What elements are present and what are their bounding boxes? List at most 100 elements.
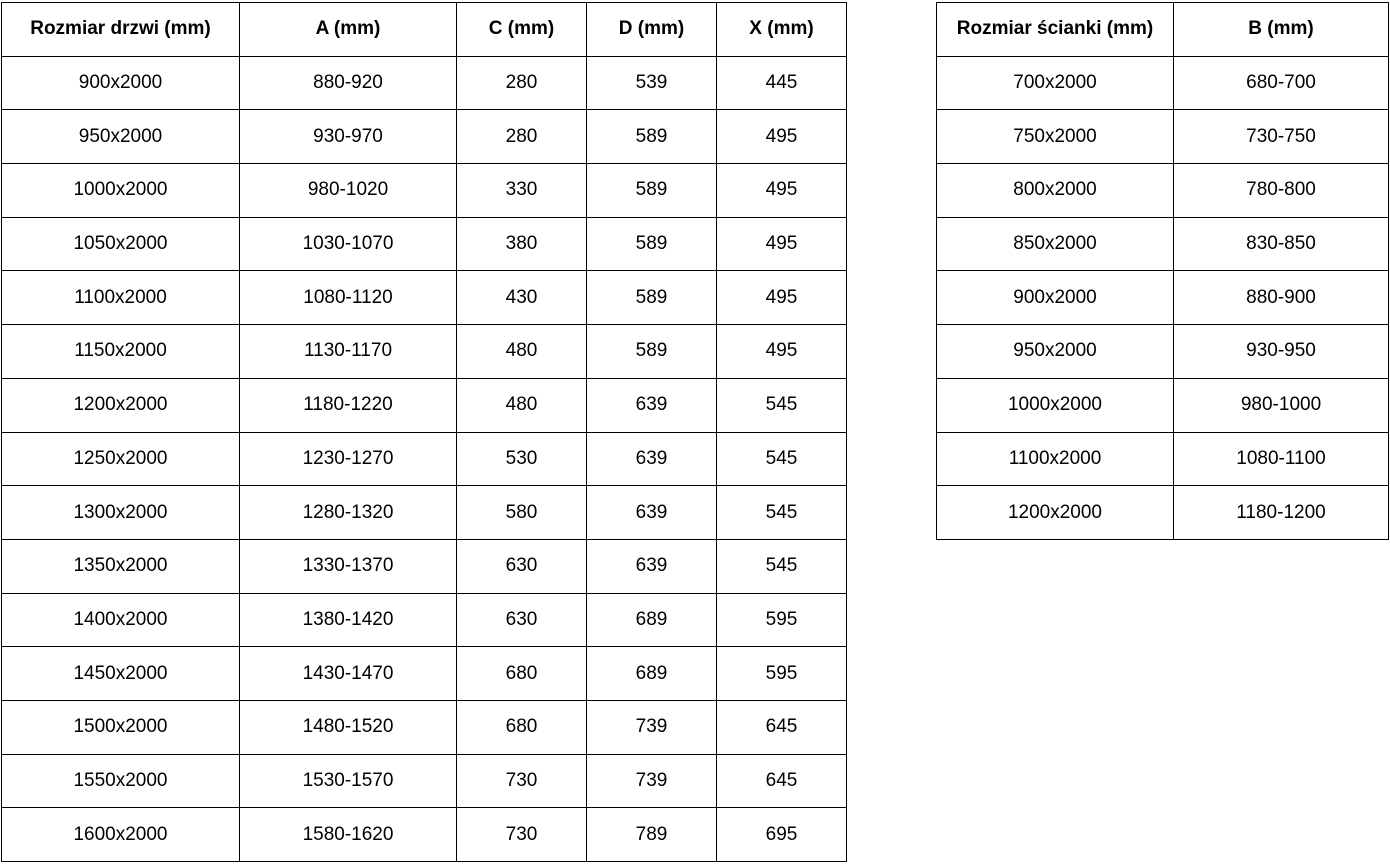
table-cell: 980-1000 [1173,377,1389,433]
table-cell: 545 [716,377,847,433]
table-cell: 930-970 [239,109,457,165]
table-row: 800x2000 780-800 [936,163,1389,218]
table-cell: 830-850 [1173,216,1389,272]
table-cell: 595 [716,592,847,648]
table-cell: 630 [456,538,587,594]
table-cell: 1100x2000 [936,431,1174,487]
table-cell: 645 [716,699,847,755]
table-cell: 545 [716,538,847,594]
table-cell: 380 [456,216,587,272]
table-cell: 689 [586,592,717,648]
table-row: 700x2000 680-700 [936,55,1389,111]
table-cell: 1400x2000 [1,592,240,648]
table-row: 1300x2000 1280-1320 580 639 545 [1,485,847,540]
table-row: 1250x2000 1230-1270 530 639 545 [1,431,847,487]
table-cell: 780-800 [1173,163,1389,218]
table-cell: 1600x2000 [1,807,240,862]
column-header: Rozmiar drzwi (mm) [1,2,240,57]
table-cell: 1300x2000 [1,485,240,540]
table-row: 900x2000 880-900 [936,270,1389,326]
table-cell: 280 [456,109,587,165]
table-cell: 545 [716,485,847,540]
table-row: 1100x2000 1080-1120 430 589 495 [1,270,847,326]
table-cell: 480 [456,324,587,379]
table-cell: 1530-1570 [239,753,457,809]
door-size-table: Rozmiar drzwi (mm) A (mm) C (mm) D (mm) X (m… [1,2,847,862]
header-row: Rozmiar ścianki (mm) B (mm) [936,2,1389,57]
table-cell: 1000x2000 [936,377,1174,433]
table-cell: 280 [456,55,587,111]
door-table-header: Rozmiar drzwi (mm) A (mm) C (mm) D (mm) X (m… [1,2,847,57]
table-cell: 880-900 [1173,270,1389,326]
table-cell: 639 [586,377,717,433]
header-row: Rozmiar drzwi (mm) A (mm) C (mm) D (mm) X (m… [1,2,847,57]
column-header: A (mm) [239,2,457,57]
table-cell: 739 [586,753,717,809]
table-cell: 1200x2000 [1,377,240,433]
table-cell: 789 [586,807,717,862]
table-cell: 1050x2000 [1,216,240,272]
table-row: 850x2000 830-850 [936,216,1389,272]
table-row: 1150x2000 1130-1170 480 589 495 [1,324,847,379]
table-cell: 900x2000 [936,270,1174,326]
table-cell: 545 [716,431,847,487]
table-cell: 1080-1100 [1173,431,1389,487]
table-cell: 689 [586,646,717,701]
table-cell: 1430-1470 [239,646,457,701]
table-cell: 1200x2000 [936,485,1174,540]
table-cell: 645 [716,753,847,809]
table-row: 1050x2000 1030-1070 380 589 495 [1,216,847,272]
table-cell: 730-750 [1173,109,1389,165]
table-cell: 739 [586,699,717,755]
table-cell: 980-1020 [239,163,457,218]
table-row: 1500x2000 1480-1520 680 739 645 [1,699,847,755]
wall-panel-size-table: Rozmiar ścianki (mm) B (mm) 700x2000 680-7… [936,2,1389,540]
table-cell: 1330-1370 [239,538,457,594]
table-cell: 750x2000 [936,109,1174,165]
panel-table-body: 700x2000 680-700 750x2000 730-750 800x2000 78… [936,55,1389,540]
table-cell: 1450x2000 [1,646,240,701]
table-cell: 695 [716,807,847,862]
table-cell: 639 [586,538,717,594]
column-header: Rozmiar ścianki (mm) [936,2,1174,57]
table-row: 1200x2000 1180-1220 480 639 545 [1,377,847,433]
table-cell: 1250x2000 [1,431,240,487]
table-cell: 1350x2000 [1,538,240,594]
table-cell: 495 [716,324,847,379]
table-cell: 630 [456,592,587,648]
table-row: 1000x2000 980-1000 [936,377,1389,433]
table-cell: 539 [586,55,717,111]
table-cell: 530 [456,431,587,487]
table-cell: 730 [456,753,587,809]
table-cell: 589 [586,216,717,272]
table-row: 1600x2000 1580-1620 730 789 695 [1,807,847,862]
table-cell: 495 [716,216,847,272]
column-header: B (mm) [1173,2,1389,57]
table-cell: 1130-1170 [239,324,457,379]
table-row: 1550x2000 1530-1570 730 739 645 [1,753,847,809]
table-cell: 1500x2000 [1,699,240,755]
table-cell: 595 [716,646,847,701]
table-cell: 330 [456,163,587,218]
table-row: 1350x2000 1330-1370 630 639 545 [1,538,847,594]
table-cell: 700x2000 [936,55,1174,111]
panel-table-header: Rozmiar ścianki (mm) B (mm) [936,2,1389,57]
table-cell: 495 [716,270,847,326]
table-cell: 1150x2000 [1,324,240,379]
table-cell: 950x2000 [1,109,240,165]
table-row: 950x2000 930-970 280 589 495 [1,109,847,165]
table-cell: 495 [716,163,847,218]
table-cell: 880-920 [239,55,457,111]
table-cell: 639 [586,431,717,487]
table-cell: 1550x2000 [1,753,240,809]
table-cell: 1180-1220 [239,377,457,433]
table-cell: 1080-1120 [239,270,457,326]
table-cell: 445 [716,55,847,111]
door-table-body: 900x2000 880-920 280 539 445 950x2000 930-970 2… [1,55,847,862]
table-cell: 1030-1070 [239,216,457,272]
table-cell: 680 [456,646,587,701]
table-cell: 850x2000 [936,216,1174,272]
table-cell: 580 [456,485,587,540]
table-row: 750x2000 730-750 [936,109,1389,165]
table-row: 1000x2000 980-1020 330 589 495 [1,163,847,218]
